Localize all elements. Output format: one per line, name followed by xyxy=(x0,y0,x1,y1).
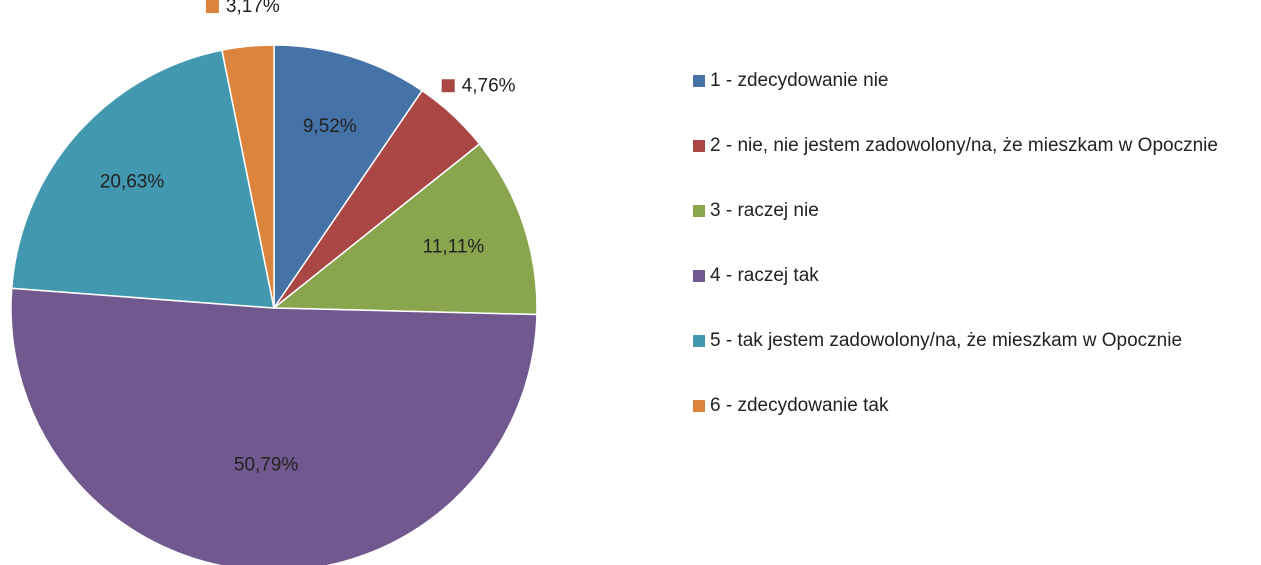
pie-slice xyxy=(271,142,538,316)
data-label: 50,79% xyxy=(234,455,299,476)
legend-entry: 2 - nie, nie jestem zadowolony/na, że mi… xyxy=(693,132,1253,197)
data-label: 4,76% xyxy=(462,75,516,96)
legend-entry: 3 - raczej nie xyxy=(693,197,1253,262)
label-marker xyxy=(441,79,455,93)
legend-swatch xyxy=(693,335,705,347)
legend-entry: 1 - zdecydowanie nie xyxy=(693,67,1253,132)
legend-entry: 4 - raczej tak xyxy=(693,262,1253,327)
legend-label: 6 - zdecydowanie tak xyxy=(710,395,889,416)
legend-swatch xyxy=(693,270,705,282)
legend-label: 5 - tak jestem zadowolony/na, że mieszka… xyxy=(710,330,1183,351)
legend-swatch xyxy=(693,400,705,412)
data-label: 3,17% xyxy=(226,0,280,17)
legend-label: 2 - nie, nie jestem zadowolony/na, że mi… xyxy=(710,135,1218,156)
legend: 1 - zdecydowanie nie 2 - nie, nie jestem … xyxy=(693,67,1253,457)
data-label: 11,11% xyxy=(423,237,485,258)
data-label: 20,63% xyxy=(100,172,165,193)
pie-slice xyxy=(10,49,275,309)
legend-label: 1 - zdecydowanie nie xyxy=(710,70,889,91)
pie-slice xyxy=(10,287,538,565)
legend-swatch xyxy=(693,205,705,217)
pie-slice xyxy=(273,44,424,311)
pie-slice xyxy=(221,44,275,309)
legend-entry: 6 - zdecydowanie tak xyxy=(693,392,1253,457)
legend-label: 4 - raczej tak xyxy=(710,265,819,286)
legend-label: 3 - raczej nie xyxy=(710,200,819,221)
legend-entry: 5 - tak jestem zadowolony/na, że mieszka… xyxy=(693,327,1253,392)
label-marker xyxy=(205,0,219,14)
data-label: 9,52% xyxy=(303,116,357,137)
legend-swatch xyxy=(693,75,705,87)
legend-swatch xyxy=(693,140,705,152)
